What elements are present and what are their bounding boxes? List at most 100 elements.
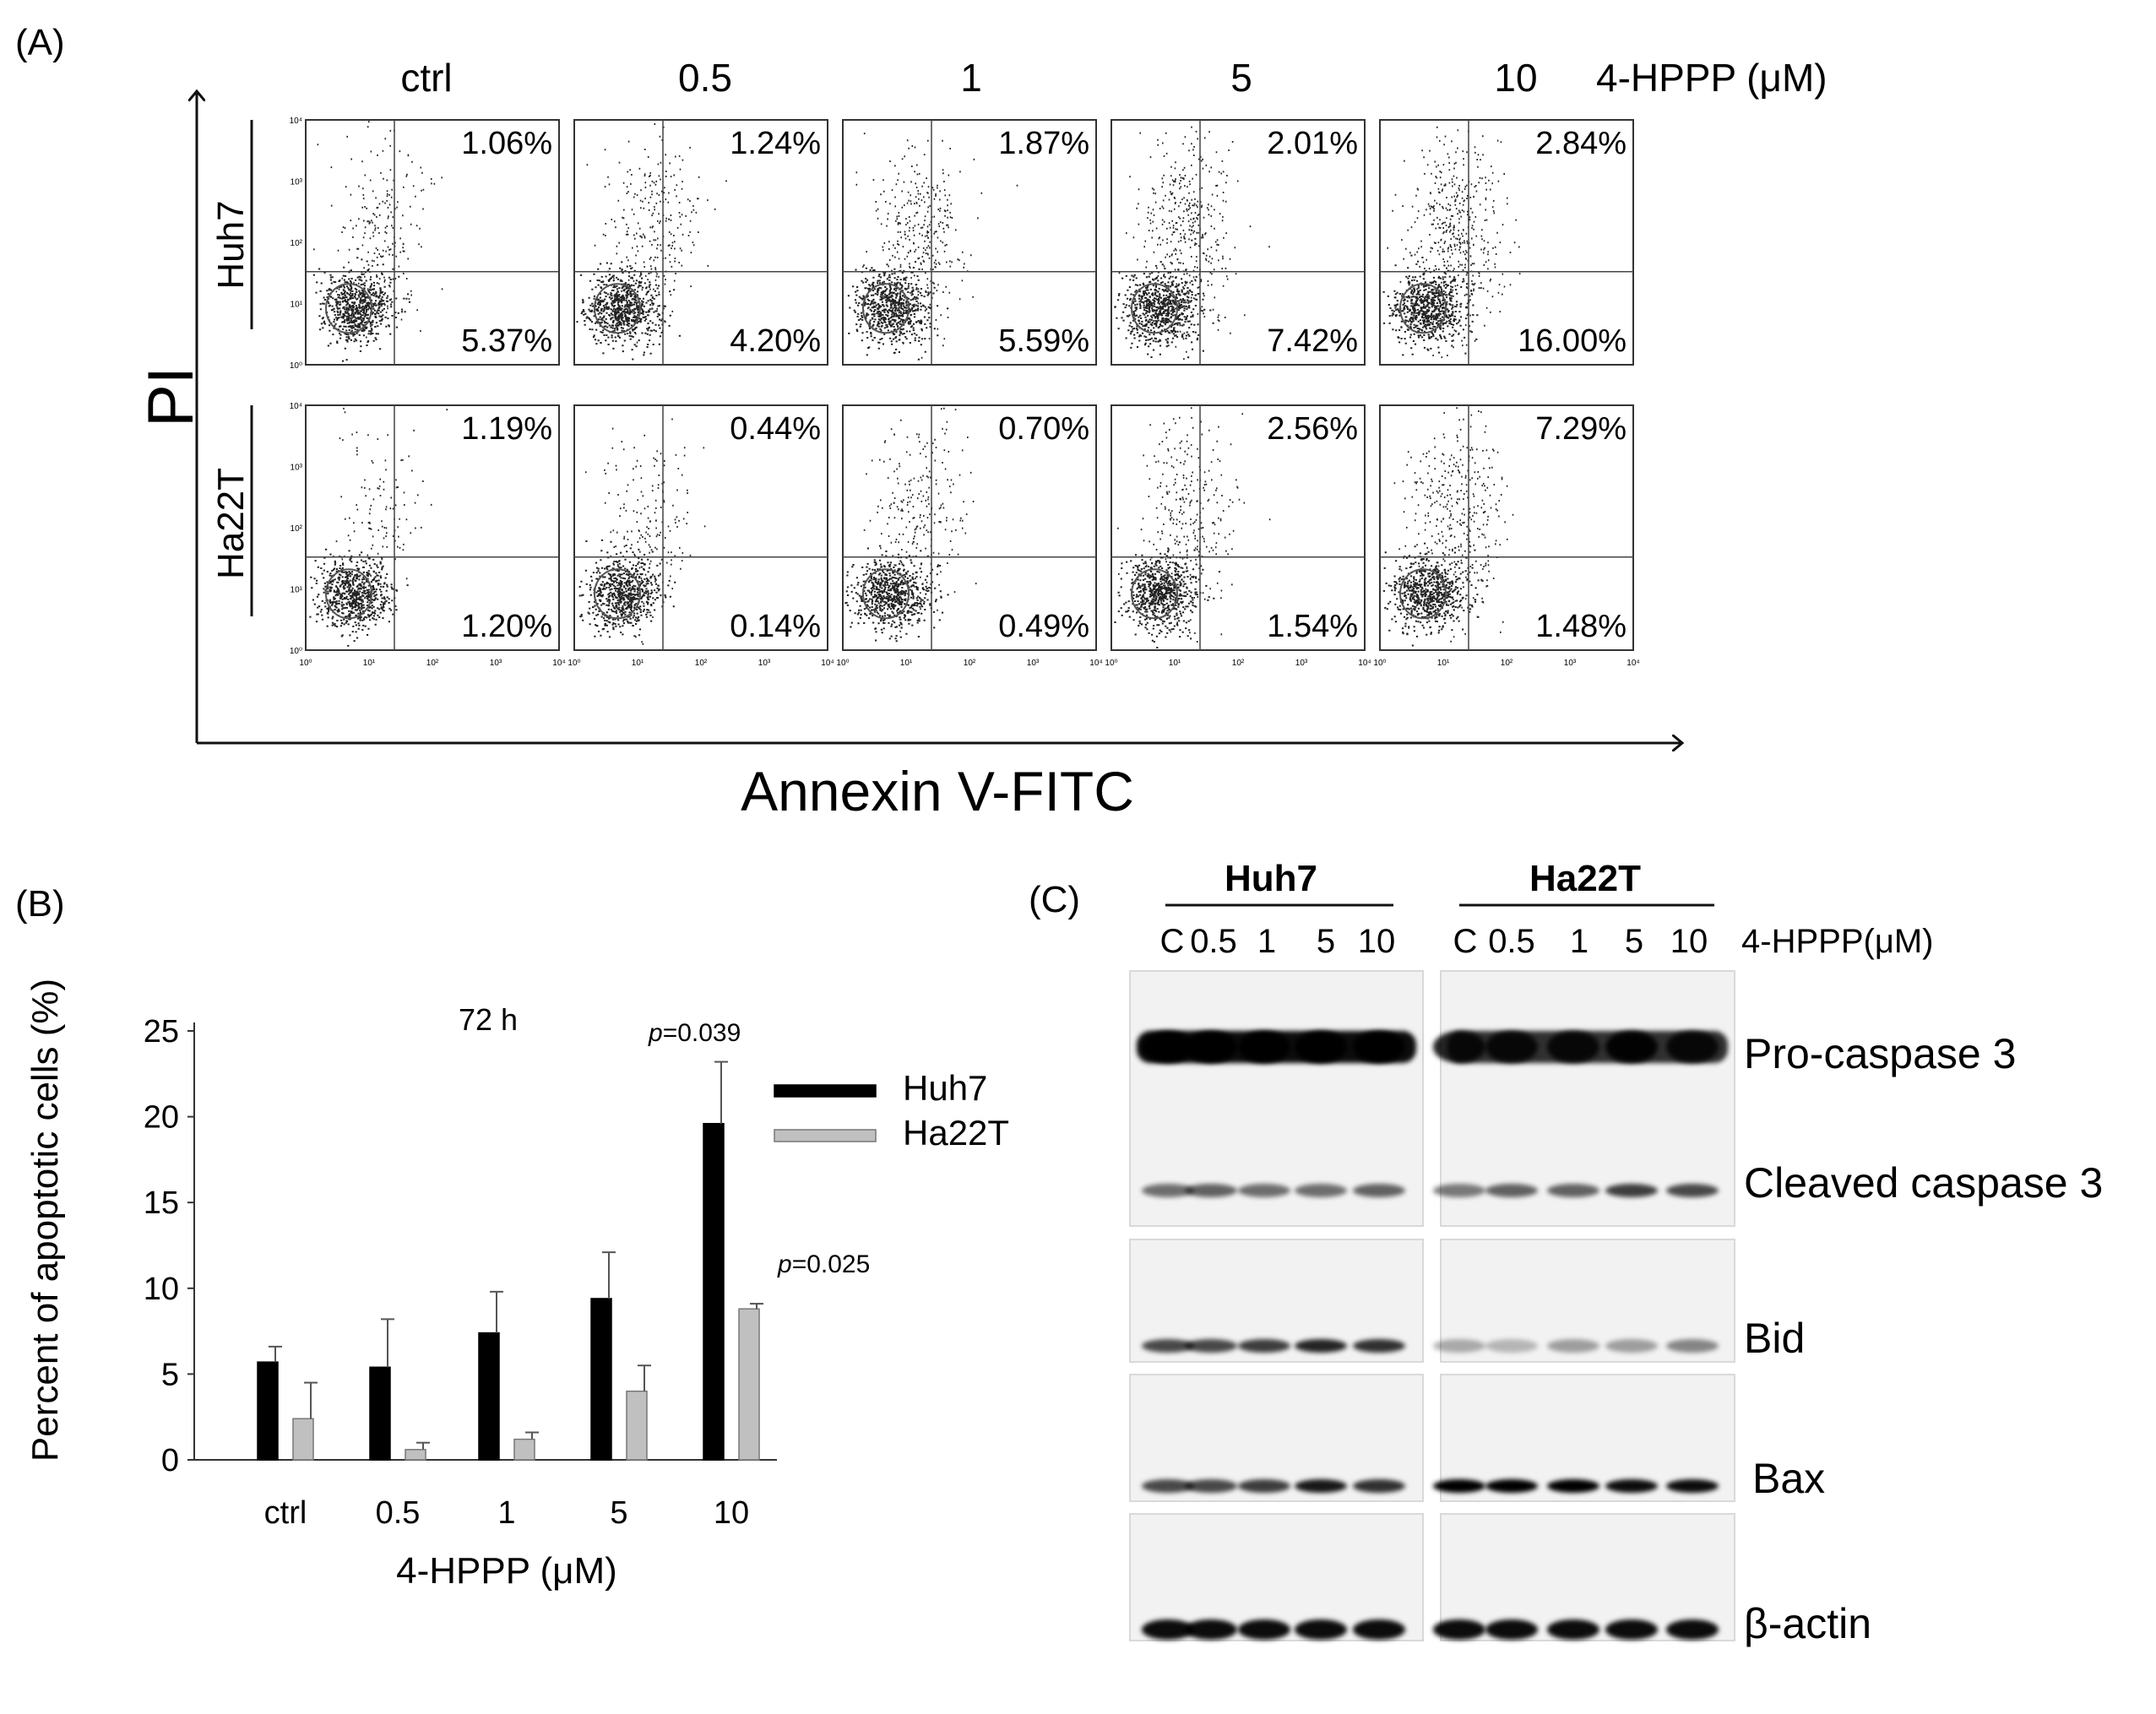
density-contour	[594, 283, 641, 334]
x-tick-label: 10²	[1501, 659, 1513, 668]
y-tick-label: 10⁰	[290, 647, 302, 656]
legend-label: Ha22T	[903, 1113, 1009, 1153]
protein-band	[1238, 1479, 1290, 1493]
protein-band	[1295, 1479, 1347, 1493]
p-value-ha22t: p=0.025	[777, 1250, 870, 1278]
y-tick-label: 10³	[291, 178, 303, 187]
bar-ha22t	[738, 1308, 760, 1461]
protein-band	[1433, 1619, 1485, 1640]
upper-right-percent: 1.24%	[730, 126, 821, 161]
lower-right-percent: 5.37%	[461, 323, 552, 359]
column-header: ctrl	[400, 56, 452, 100]
lane-labels: C 0.5 1 5 10 C 0.5 1 5 10	[1160, 923, 1708, 960]
upper-right-percent: 1.87%	[998, 126, 1089, 161]
protein-band	[1185, 1339, 1237, 1353]
dot-plot: 1.87% 5.59%	[842, 119, 1097, 366]
panel-b-label: (B)	[15, 883, 65, 925]
y-tick-label: 10⁴	[290, 117, 302, 126]
upper-right-percent: 2.56%	[1267, 411, 1358, 447]
protein-band-strip	[1447, 1031, 1728, 1063]
x-tick-label: 10²	[695, 659, 708, 668]
y-axis-label: PI	[135, 366, 207, 427]
dot-plot: 2.01% 7.42%	[1111, 119, 1366, 366]
event-dots	[1114, 126, 1270, 361]
blot-block: Bax	[1129, 1374, 1825, 1502]
legend-swatch	[774, 1129, 877, 1142]
x-axis-title: 4-HPPP (μM)	[396, 1550, 617, 1592]
protein-band	[1353, 1339, 1405, 1353]
lower-right-percent: 1.20%	[461, 609, 552, 644]
treatment-label: 4-HPPP(μM)	[1741, 923, 1934, 960]
bar-ha22t	[626, 1390, 648, 1461]
protein-band	[1142, 1619, 1194, 1640]
panel-c: (C) Huh7 Ha22T 4-HPPP(μM) C 0.5 1 5 10 C 0.5 1 5…	[1029, 858, 2103, 1647]
x-tick-label: 0.5	[376, 1495, 421, 1531]
time-annotation: 72 h	[459, 1002, 518, 1037]
protein-band	[1547, 1479, 1599, 1493]
lower-right-percent: 0.14%	[730, 609, 821, 644]
y-tick-label: 10¹	[291, 586, 303, 595]
x-tick-label: 10⁰	[1373, 659, 1386, 668]
protein-band	[1353, 1619, 1405, 1640]
protein-band	[1485, 1184, 1538, 1197]
dot-plot: 1.24% 4.20%	[573, 119, 828, 366]
protein-band	[1605, 1184, 1658, 1197]
row-label-huh7: Huh7	[210, 200, 252, 289]
plot-frame	[1379, 119, 1634, 366]
western-blots: Pro-caspase 3 Cleaved caspase 3 Bid Bax β-ac…	[1129, 970, 2103, 1647]
protein-band	[1666, 1339, 1719, 1353]
density-contour	[325, 283, 372, 334]
y-tick-label: 10²	[291, 239, 303, 248]
x-tick-label: 10⁰	[836, 659, 849, 668]
column-header: 1	[960, 56, 982, 100]
x-tick-label: 10³	[758, 659, 771, 668]
y-tick-label: 25	[144, 1014, 179, 1050]
lane-label: 5	[1625, 923, 1643, 960]
group-label-ha22t: Ha22T	[1529, 858, 1641, 899]
y-tick-label: 15	[144, 1185, 179, 1221]
bar-ha22t	[292, 1418, 314, 1461]
x-tick-label: 10²	[964, 659, 976, 668]
panel-c-label: (C)	[1029, 879, 1080, 920]
x-tick-label: 10	[714, 1495, 749, 1531]
x-tick-label: 10³	[1564, 659, 1577, 668]
dot-plot: 2.56% 1.54% 10⁰ 10¹ 10² 10³ 10⁴	[1105, 404, 1371, 668]
lane-label: 5	[1317, 923, 1335, 960]
y-tick-label: 5	[161, 1357, 179, 1392]
protein-band	[1142, 1479, 1194, 1493]
event-dots	[309, 407, 448, 647]
lower-right-percent: 1.48%	[1535, 609, 1627, 644]
lane-label: 10	[1358, 923, 1396, 960]
protein-label: Cleaved caspase 3	[1744, 1159, 2103, 1207]
x-tick-label: 10³	[490, 659, 502, 668]
protein-band	[1353, 1479, 1405, 1493]
x-tick-label: 10³	[1027, 659, 1040, 668]
protein-band	[1485, 1619, 1538, 1640]
x-tick-label: 10³	[1295, 659, 1308, 668]
plot-frame	[573, 404, 828, 651]
y-tick-label: 10³	[291, 464, 303, 473]
upper-right-percent: 1.06%	[461, 126, 552, 161]
density-contour	[862, 283, 910, 334]
protein-label: Pro-caspase 3	[1744, 1030, 2016, 1077]
p-value-huh7: p=0.039	[648, 1019, 741, 1047]
x-tick-label: 10¹	[900, 659, 913, 668]
y-tick-label: 10⁰	[290, 361, 302, 371]
protein-band	[1666, 1619, 1719, 1640]
protein-band-strip	[1137, 1031, 1416, 1063]
protein-band	[1547, 1339, 1599, 1353]
y-axis-title: Percent of apoptotic cells (%)	[24, 979, 66, 1462]
x-tick-label: 10¹	[363, 659, 376, 668]
upper-right-percent: 2.01%	[1267, 126, 1358, 161]
bar-ha22t	[513, 1438, 535, 1461]
y-tick-label: 20	[144, 1100, 179, 1136]
x-tick-label: 10¹	[1437, 659, 1450, 668]
lane-label: 10	[1670, 923, 1708, 960]
panel-a-label: (A)	[15, 22, 65, 63]
bar-huh7	[590, 1298, 612, 1461]
density-contour	[594, 568, 641, 620]
protein-band	[1142, 1339, 1194, 1353]
flow-plots: 1.06% 5.37% 10⁰ 10¹ 10² 10³ 10⁴ 1.24% 4.20% 1.87%…	[290, 117, 1640, 668]
dot-plot: 0.44% 0.14% 10⁰ 10¹ 10² 10³ 10⁴	[568, 404, 834, 668]
